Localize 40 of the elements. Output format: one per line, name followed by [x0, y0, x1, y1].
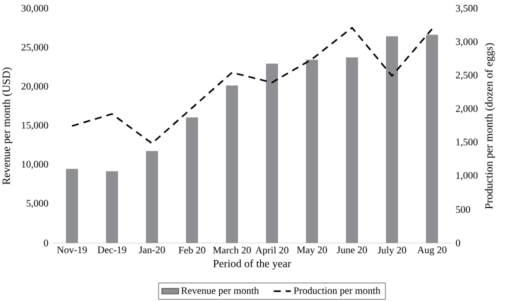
x-tick-label: Nov-19	[57, 246, 87, 254]
y2-tick-label: 500	[456, 206, 470, 213]
y2-tick-label: 3,000	[456, 38, 478, 47]
x-axis-title: Period of the year	[213, 259, 292, 270]
bar	[266, 64, 278, 243]
bar	[386, 36, 398, 243]
y-axis-title: Revenue per month (USD)	[2, 68, 12, 185]
bar	[226, 85, 238, 243]
bar	[186, 117, 198, 243]
y2-tick-label: 2,000	[456, 105, 478, 114]
x-tick-label: March 20	[213, 246, 251, 254]
y2-tick-label: 0	[456, 240, 460, 246]
y-tick-label: 0	[44, 240, 48, 246]
y-tick-label: 10,000	[22, 160, 48, 170]
bar	[66, 168, 78, 243]
legend-label: Revenue per month	[181, 286, 259, 296]
x-tick-label: Dec-19	[98, 246, 126, 254]
legend-label: Production per month	[294, 286, 380, 296]
y-tick-label: 5,000	[26, 200, 48, 208]
y2-axis-title: Production per month (dozen of eggs)	[484, 43, 495, 209]
x-tick-label: July 20	[378, 246, 406, 256]
bar	[346, 57, 358, 243]
y-tick-label: 20,000	[22, 82, 48, 92]
y2-tick-label: 3,500	[456, 4, 478, 14]
y2-tick-label: 1,000	[456, 172, 478, 180]
bar	[426, 34, 438, 243]
y-tick-label: 30,000	[22, 4, 48, 14]
y-tick-label: 15,000	[22, 122, 48, 130]
y-tick-label: 25,000	[22, 44, 48, 52]
x-tick-label: Feb 20	[178, 246, 206, 254]
x-tick-label: Jan-20	[138, 246, 165, 254]
x-tick-label: Aug 20	[417, 246, 446, 256]
x-tick-label: April 20	[255, 246, 288, 256]
x-tick-label: May 20	[296, 246, 327, 256]
y2-tick-label: 1,500	[456, 138, 478, 147]
y2-tick-label: 2,500	[456, 72, 478, 80]
bar	[106, 171, 118, 243]
x-tick-label: June 20	[336, 246, 367, 254]
bar	[306, 60, 318, 243]
bar	[146, 150, 158, 243]
